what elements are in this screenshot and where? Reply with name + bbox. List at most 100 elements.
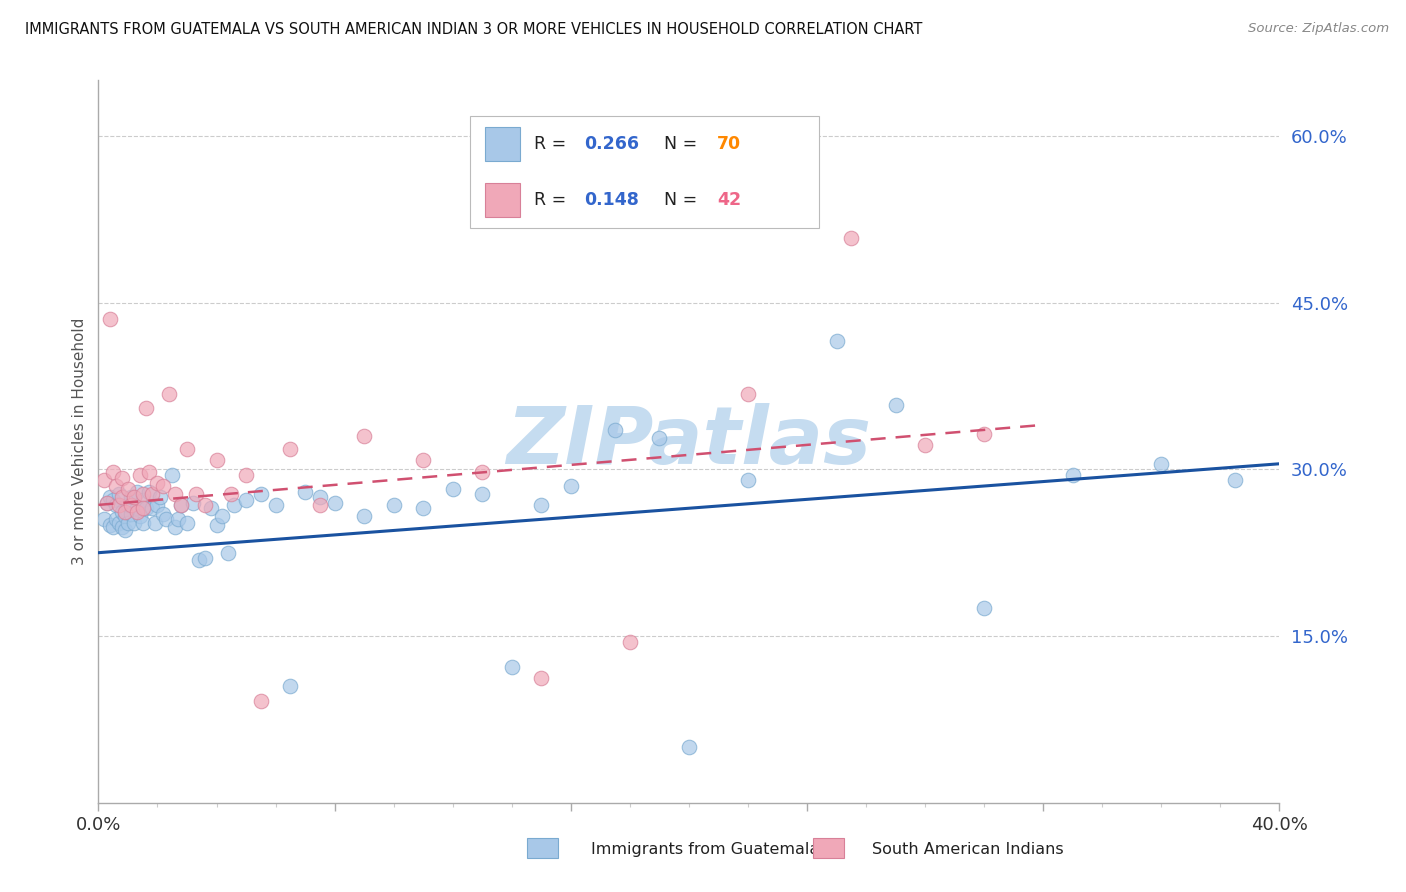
Point	[105, 479, 128, 493]
Point	[353, 508, 375, 523]
Point	[128, 508, 150, 523]
Point	[205, 453, 228, 467]
Text: R =: R =	[534, 191, 572, 209]
Text: Immigrants from Guatemala: Immigrants from Guatemala	[591, 842, 818, 856]
Point	[501, 660, 523, 674]
Point	[170, 498, 193, 512]
Point	[96, 496, 118, 510]
Point	[125, 484, 148, 499]
Point	[619, 634, 641, 648]
Point	[825, 334, 848, 349]
Point	[194, 551, 217, 566]
Point	[98, 517, 121, 532]
Point	[117, 498, 139, 512]
Text: ZIPatlas: ZIPatlas	[506, 402, 872, 481]
Point	[111, 471, 134, 485]
Point	[294, 484, 316, 499]
Text: IMMIGRANTS FROM GUATEMALA VS SOUTH AMERICAN INDIAN 3 OR MORE VEHICLES IN HOUSEHO: IMMIGRANTS FROM GUATEMALA VS SOUTH AMERI…	[25, 22, 922, 37]
Point	[149, 490, 172, 504]
Point	[1062, 467, 1084, 482]
Point	[135, 501, 157, 516]
Point	[309, 490, 332, 504]
Point	[141, 501, 163, 516]
Y-axis label: 3 or more Vehicles in Household: 3 or more Vehicles in Household	[72, 318, 87, 566]
Point	[280, 679, 302, 693]
Point	[117, 516, 139, 530]
Point	[138, 484, 160, 499]
Point	[157, 386, 180, 401]
Point	[93, 512, 115, 526]
Point	[560, 479, 582, 493]
Point	[1150, 457, 1173, 471]
Point	[120, 490, 142, 504]
Point	[93, 474, 115, 488]
Point	[98, 312, 121, 326]
Point	[103, 493, 125, 508]
Point	[152, 507, 174, 521]
Point	[309, 498, 332, 512]
Point	[165, 487, 187, 501]
Point	[122, 516, 145, 530]
Point	[132, 516, 155, 530]
Point	[132, 501, 155, 516]
Point	[117, 483, 139, 497]
Point	[125, 505, 148, 519]
Point	[105, 512, 128, 526]
Point	[530, 498, 553, 512]
Point	[280, 442, 302, 457]
Point	[530, 671, 553, 685]
Point	[120, 498, 142, 512]
Point	[146, 498, 169, 512]
Point	[250, 693, 273, 707]
Point	[128, 467, 150, 482]
Point	[141, 487, 163, 501]
Point	[187, 553, 209, 567]
Point	[250, 487, 273, 501]
Point	[605, 424, 627, 438]
Point	[205, 517, 228, 532]
Point	[176, 516, 198, 530]
Point	[111, 490, 134, 504]
Point	[914, 438, 936, 452]
Point	[884, 398, 907, 412]
Point	[412, 501, 434, 516]
Point	[176, 442, 198, 457]
Point	[217, 546, 239, 560]
Point	[323, 496, 346, 510]
Text: 42: 42	[717, 191, 741, 209]
Point	[132, 493, 155, 508]
Text: R =: R =	[534, 135, 572, 153]
Point	[167, 512, 190, 526]
Point	[382, 498, 405, 512]
Point	[111, 520, 134, 534]
Point	[135, 401, 157, 416]
Point	[181, 496, 204, 510]
Point	[96, 496, 118, 510]
Point	[678, 740, 700, 755]
Point	[170, 498, 193, 512]
Point	[120, 507, 142, 521]
Point	[471, 487, 494, 501]
Point	[412, 453, 434, 467]
Point	[108, 516, 131, 530]
Point	[264, 498, 287, 512]
Point	[224, 498, 246, 512]
Point	[108, 498, 131, 512]
Point	[737, 474, 759, 488]
Point	[165, 520, 187, 534]
Point	[162, 467, 183, 482]
Point	[122, 490, 145, 504]
Point	[200, 501, 222, 516]
Text: N =: N =	[664, 191, 703, 209]
Point	[973, 601, 995, 615]
Point	[184, 487, 207, 501]
Point	[221, 487, 243, 501]
Point	[103, 465, 125, 479]
Point	[194, 498, 217, 512]
Point	[471, 465, 494, 479]
Bar	[485, 127, 520, 161]
Text: 70: 70	[717, 135, 741, 153]
Point	[973, 426, 995, 441]
Point	[111, 505, 134, 519]
Bar	[485, 183, 520, 217]
